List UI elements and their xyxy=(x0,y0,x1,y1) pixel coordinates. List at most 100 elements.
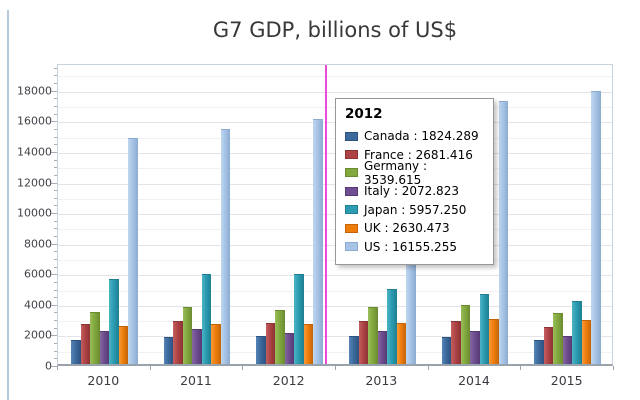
y-tick-mark xyxy=(54,67,57,69)
series-swatch-us xyxy=(345,242,358,252)
x-tick-mark xyxy=(149,366,151,370)
window-edge-line xyxy=(7,10,9,400)
bar-uk-2015[interactable] xyxy=(581,320,592,364)
bar-italy-2010[interactable] xyxy=(99,331,110,364)
tooltip-row-germany: Germany : 3539.615 xyxy=(345,159,484,187)
bar-canada-2011[interactable] xyxy=(163,336,174,364)
gridline-3000 xyxy=(58,321,612,323)
tooltip-row-text: Japan : 5957.250 xyxy=(364,202,467,217)
bar-italy-2015[interactable] xyxy=(562,336,573,364)
tooltip-header: 2012 xyxy=(345,106,383,122)
bar-japan-2012[interactable] xyxy=(294,273,304,364)
y-tick-mark xyxy=(54,174,57,176)
y-tick-label-2000: 2000 xyxy=(24,328,52,342)
bar-canada-2014[interactable] xyxy=(441,336,452,364)
bar-france-2010[interactable] xyxy=(80,323,91,364)
y-tick-label-12000: 12000 xyxy=(17,176,52,189)
bar-germany-2011[interactable] xyxy=(182,306,193,364)
bar-us-2011[interactable] xyxy=(220,129,231,364)
bar-germany-2015[interactable] xyxy=(553,313,563,364)
gridline-2000 xyxy=(58,336,612,338)
bar-uk-2014[interactable] xyxy=(489,318,499,364)
bar-italy-2014[interactable] xyxy=(470,331,480,364)
bar-france-2011[interactable] xyxy=(173,320,183,364)
bar-us-2010[interactable] xyxy=(128,137,138,364)
y-tick-mark xyxy=(51,304,57,306)
tooltip-row-text: France : 2681.416 xyxy=(364,147,473,162)
y-tick-mark xyxy=(51,335,57,337)
bar-italy-2011[interactable] xyxy=(192,329,202,364)
bar-france-2012[interactable] xyxy=(265,323,276,364)
tooltip-row-france: France : 2681.416 xyxy=(345,145,484,163)
tooltip-row-japan: Japan : 5957.250 xyxy=(345,201,484,219)
series-swatch-canada xyxy=(345,131,358,141)
bar-canada-2012[interactable] xyxy=(256,336,266,364)
bar-uk-2012[interactable] xyxy=(303,324,314,364)
y-tick-label-8000: 8000 xyxy=(24,237,52,251)
x-tick-mark xyxy=(57,366,58,370)
tooltip-row-text: Germany : 3539.615 xyxy=(364,158,428,187)
bar-canada-2013[interactable] xyxy=(349,336,359,364)
bar-us-2015[interactable] xyxy=(591,90,601,364)
bar-uk-2011[interactable] xyxy=(211,323,221,364)
x-tick-label-2011: 2011 xyxy=(180,373,212,388)
bar-germany-2010[interactable] xyxy=(90,312,100,364)
bar-italy-2012[interactable] xyxy=(284,332,295,364)
series-swatch-uk xyxy=(345,223,358,233)
y-tick-mark xyxy=(54,167,57,169)
bar-france-2014[interactable] xyxy=(451,321,461,364)
y-tick-mark xyxy=(54,197,57,199)
bar-japan-2015[interactable] xyxy=(572,301,582,364)
tooltip-row-text: Canada : 1824.289 xyxy=(364,129,479,144)
y-tick-mark xyxy=(54,358,57,360)
gridline-4000 xyxy=(58,305,612,307)
tooltip-row-canada: Canada : 1824.289 xyxy=(345,127,484,145)
bar-japan-2011[interactable] xyxy=(201,274,212,364)
y-tick-mark xyxy=(54,312,57,314)
bar-germany-2013[interactable] xyxy=(368,307,378,364)
x-tick-label-2013: 2013 xyxy=(365,373,398,388)
gridline-6000 xyxy=(58,275,612,277)
bar-canada-2015[interactable] xyxy=(534,340,544,364)
x-tick-mark xyxy=(242,366,244,370)
bar-germany-2014[interactable] xyxy=(460,305,471,364)
bar-japan-2013[interactable] xyxy=(387,289,397,364)
y-tick-mark xyxy=(51,366,57,367)
bar-germany-2012[interactable] xyxy=(275,310,285,364)
y-tick-mark xyxy=(54,98,57,100)
y-tick-mark xyxy=(54,343,57,345)
bar-japan-2010[interactable] xyxy=(109,279,119,364)
y-tick-label-16000: 16000 xyxy=(17,114,52,128)
y-tick-label-6000: 6000 xyxy=(24,267,52,281)
y-tick-mark xyxy=(54,281,57,283)
series-swatch-germany xyxy=(345,168,358,178)
y-tick-mark xyxy=(54,320,57,322)
tooltip-row-text: UK : 2630.473 xyxy=(364,221,450,236)
y-tick-mark xyxy=(54,136,57,138)
y-tick-mark xyxy=(54,144,57,146)
y-tick-mark xyxy=(51,243,57,245)
y-tick-mark xyxy=(54,251,57,253)
bar-us-2014[interactable] xyxy=(498,100,509,364)
gridline-19000 xyxy=(58,76,612,78)
bar-france-2013[interactable] xyxy=(358,321,369,364)
tooltip-row-uk: UK : 2630.473 xyxy=(345,219,484,237)
y-tick-mark xyxy=(54,289,57,291)
bar-france-2015[interactable] xyxy=(543,326,554,364)
y-tick-mark xyxy=(54,83,57,85)
y-tick-mark xyxy=(54,220,57,222)
bar-group-2011 xyxy=(151,65,244,364)
x-tick-mark xyxy=(427,366,429,370)
bar-canada-2010[interactable] xyxy=(71,339,81,364)
gridline-5000 xyxy=(58,290,612,292)
bar-uk-2010[interactable] xyxy=(118,326,129,364)
bar-japan-2014[interactable] xyxy=(479,294,490,364)
x-tick-label-2012: 2012 xyxy=(272,373,305,388)
bar-italy-2013[interactable] xyxy=(377,331,388,364)
y-tick-label-4000: 4000 xyxy=(24,298,52,312)
bar-us-2012[interactable] xyxy=(313,119,323,364)
x-tick-label-2014: 2014 xyxy=(458,373,490,388)
y-tick-mark xyxy=(51,151,57,153)
bar-group-2010 xyxy=(58,65,151,364)
bar-uk-2013[interactable] xyxy=(396,323,407,364)
